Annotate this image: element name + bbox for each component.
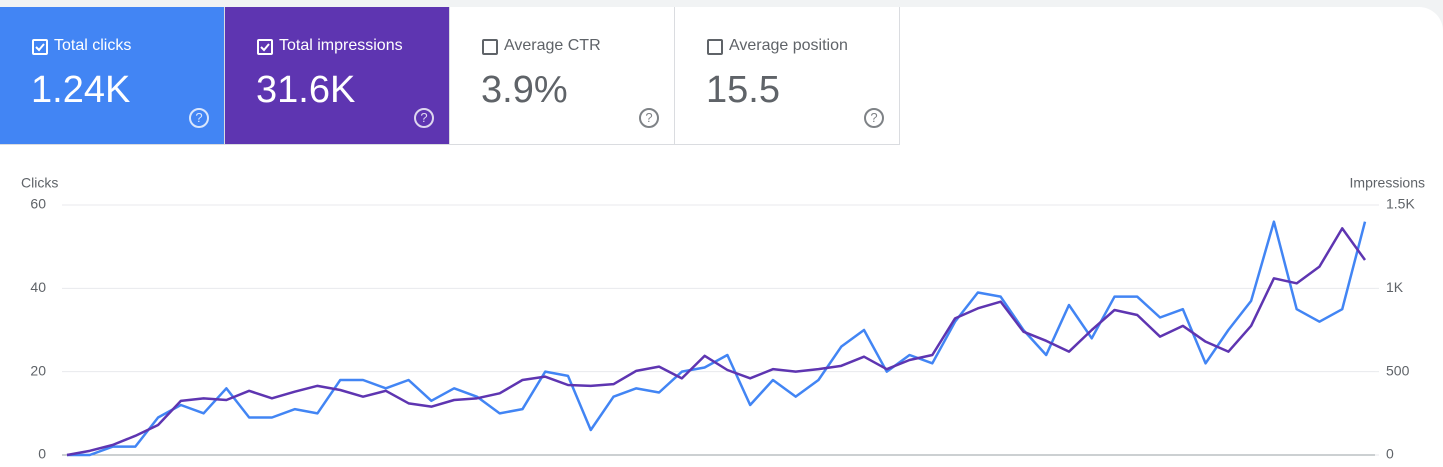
checkbox[interactable] <box>707 39 723 55</box>
checkbox[interactable] <box>482 39 498 55</box>
y-tick-label: 0 <box>38 446 46 462</box>
checkbox[interactable] <box>257 39 273 55</box>
help-icon[interactable]: ? <box>864 108 884 128</box>
metric-card[interactable]: Total impressions 31.6K? <box>225 7 450 145</box>
metric-card[interactable]: Average position 15.5? <box>675 7 900 145</box>
y2-tick-label: 500 <box>1386 362 1410 378</box>
y2-tick-label: 1.5K <box>1386 196 1415 212</box>
checkbox[interactable] <box>32 39 48 55</box>
y-axis-label: Clicks <box>21 175 58 191</box>
help-icon[interactable]: ? <box>189 108 209 128</box>
y2-axis-label: Impressions <box>1350 175 1425 191</box>
card-value: 15.5 <box>706 69 780 111</box>
panel: Total clicks 1.24K? Total impressions 31.6K… <box>0 7 1443 467</box>
card-title: Total impressions <box>279 37 403 54</box>
y2-tick-label: 1K <box>1386 279 1404 295</box>
y-tick-label: 40 <box>30 279 46 295</box>
help-icon[interactable]: ? <box>414 108 434 128</box>
help-icon[interactable]: ? <box>639 108 659 128</box>
card-value: 31.6K <box>256 69 356 111</box>
checkmark <box>260 43 270 52</box>
y2-tick-label: 0 <box>1386 446 1394 462</box>
card-title: Average position <box>729 37 848 54</box>
y-tick-label: 60 <box>30 196 46 212</box>
card-value: 1.24K <box>31 69 131 111</box>
card-title: Average CTR <box>504 37 601 54</box>
metric-card[interactable]: Total clicks 1.24K? <box>0 7 225 145</box>
series-line <box>66 227 1367 457</box>
checkmark <box>35 43 45 52</box>
card-value: 3.9% <box>481 69 568 111</box>
y-tick-label: 20 <box>30 362 46 378</box>
card-title: Total clicks <box>54 37 132 54</box>
series-line <box>67 220 1367 457</box>
metric-card[interactable]: Average CTR 3.9%? <box>450 7 675 145</box>
